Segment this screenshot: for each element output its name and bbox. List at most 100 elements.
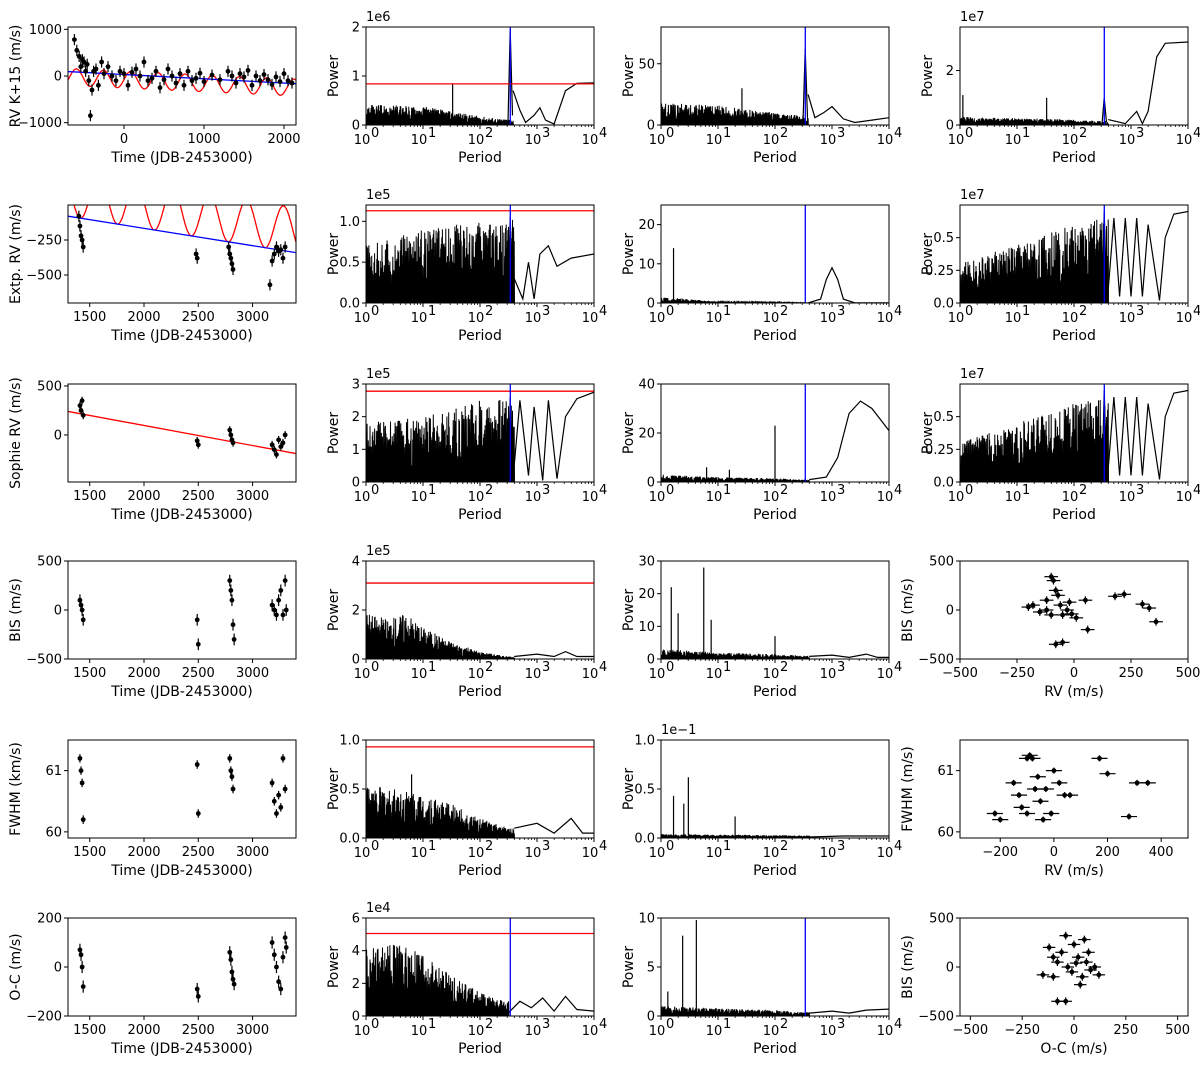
data-point xyxy=(72,37,77,42)
x-tick-label: 10 xyxy=(877,667,894,682)
x-tick-exponent: 4 xyxy=(599,304,607,319)
x-tick-exponent: 4 xyxy=(894,126,902,141)
x-tick-label: 10 xyxy=(525,311,542,326)
y-axis-label: FWHM (m/s) xyxy=(900,746,916,832)
y-tick-label: 500 xyxy=(929,555,954,570)
data-point xyxy=(1088,967,1093,973)
y-tick-label: 0 xyxy=(352,119,360,134)
data-point xyxy=(1097,755,1102,761)
x-tick-exponent: 1 xyxy=(1022,304,1030,319)
data-point xyxy=(280,755,286,761)
data-point xyxy=(280,255,286,261)
x-tick-exponent: 2 xyxy=(780,126,788,141)
data-point xyxy=(1056,780,1062,786)
data-point xyxy=(86,78,92,84)
data-point xyxy=(1057,602,1063,608)
x-tick-exponent: 0 xyxy=(965,126,973,141)
data-point xyxy=(230,267,236,272)
y-tick-label: 20 xyxy=(638,218,655,233)
y-axis-label: Power xyxy=(920,233,936,276)
y-tick-label: −250 xyxy=(26,234,62,249)
x-tick-label: 10 xyxy=(1176,133,1193,148)
x-tick-label: 10 xyxy=(877,133,894,148)
data-point xyxy=(282,578,288,583)
data-point xyxy=(77,755,83,761)
data-point xyxy=(129,69,135,75)
x-tick-label: −250 xyxy=(1004,1023,1040,1038)
x-tick-label: 2000 xyxy=(127,310,160,325)
plot-area xyxy=(1021,572,1163,649)
data-point xyxy=(1063,998,1069,1004)
y-tick-label: 0 xyxy=(54,604,62,619)
data-point xyxy=(1046,945,1052,950)
y-tick-label: 1.0 xyxy=(339,734,360,749)
y-tick-label: 10 xyxy=(638,620,655,635)
data-point xyxy=(1026,604,1031,610)
x-tick-exponent: 3 xyxy=(542,1017,550,1032)
x-tick-exponent: 2 xyxy=(1079,483,1087,498)
plot-area xyxy=(77,574,289,651)
model-sinusoid xyxy=(68,68,296,96)
y-tick-label: 6 xyxy=(352,912,360,927)
periodogram-tail xyxy=(809,835,889,838)
panel-p0: 0 1000 2000 −1000 0 1000 Time (JDB-2453000) RV … xyxy=(8,23,301,166)
y-axis-label: Power xyxy=(920,412,936,455)
data-point xyxy=(276,437,282,443)
plot-area xyxy=(960,27,1188,125)
x-tick-label: 10 xyxy=(877,311,894,326)
x-axis-label: Time (JDB-2453000) xyxy=(110,328,253,344)
x-tick-label: 250 xyxy=(1119,666,1144,681)
data-point xyxy=(229,774,235,780)
x-tick-exponent: 0 xyxy=(965,483,973,498)
x-tick-label: 10 xyxy=(763,1024,780,1039)
periodogram-tail xyxy=(809,653,889,659)
x-tick-exponent: 3 xyxy=(837,839,845,854)
data-point xyxy=(280,440,286,446)
y-tick-label: 0.0 xyxy=(933,476,954,491)
data-point xyxy=(1146,605,1152,611)
data-point xyxy=(276,597,282,603)
data-point xyxy=(194,762,200,767)
data-point xyxy=(194,255,200,261)
data-point xyxy=(209,72,215,78)
y-tick-label: 10 xyxy=(638,912,655,927)
data-point xyxy=(269,442,275,448)
y-tick-label: 0.0 xyxy=(339,832,360,847)
x-tick-exponent: 2 xyxy=(780,1017,788,1032)
x-tick-label: 0 xyxy=(120,132,128,147)
y-tick-label: 0.0 xyxy=(634,832,655,847)
data-point xyxy=(274,244,279,250)
y-tick-label: 1.0 xyxy=(339,215,360,230)
data-point xyxy=(276,979,282,985)
y-tick-label: 5 xyxy=(647,961,655,976)
y-tick-label: 500 xyxy=(929,912,954,927)
data-point xyxy=(274,452,279,457)
periodogram-noise xyxy=(366,219,515,303)
y-axis-label: O-C (m/s) xyxy=(8,933,24,1000)
y-axis-label: BIS (m/s) xyxy=(900,935,916,999)
data-point xyxy=(1037,609,1043,615)
data-point xyxy=(1069,969,1075,975)
data-point xyxy=(282,935,288,940)
y-axis-label: Power xyxy=(621,233,637,276)
x-axis-label: Period xyxy=(458,328,502,344)
data-point xyxy=(274,612,279,618)
panel-p8: 1500 2000 2500 3000 0 500 Time (JDB-2453000) So… xyxy=(8,377,297,523)
y-tick-label: 0 xyxy=(647,476,655,491)
y-tick-label: 60 xyxy=(937,825,954,840)
periodogram-noise xyxy=(366,105,514,125)
x-tick-label: 10 xyxy=(763,846,780,861)
x-tick-label: 10 xyxy=(706,311,723,326)
y-tick-label: 0 xyxy=(54,428,62,443)
x-tick-label: 10 xyxy=(1119,133,1136,148)
x-tick-label: 10 xyxy=(649,133,666,148)
plot-area xyxy=(661,777,889,838)
axes-frame xyxy=(67,560,297,660)
x-tick-exponent: 1 xyxy=(723,126,731,141)
periodogram-noise xyxy=(366,614,515,659)
y-tick-label: −200 xyxy=(26,1010,62,1025)
plot-area xyxy=(960,205,1188,303)
y-tick-label: 3 xyxy=(352,378,360,393)
